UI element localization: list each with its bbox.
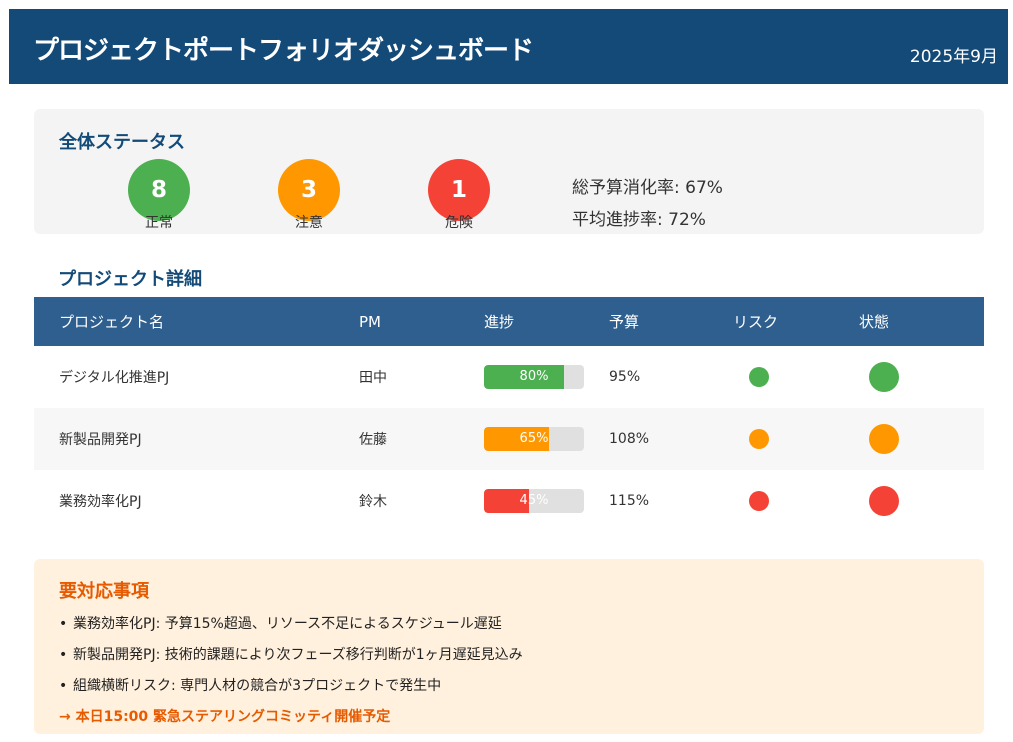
project-pm: 鈴木 [359, 494, 387, 510]
status-normal-label: 正常 [145, 215, 173, 231]
action-item-text: 新製品開発PJ: 技術的課題により次フェーズ移行判断が1ヶ月遅延見込み [73, 647, 523, 663]
action-item: • 新製品開発PJ: 技術的課題により次フェーズ移行判断が1ヶ月遅延見込み [59, 644, 523, 664]
bullet-icon: • [59, 616, 68, 632]
page-title: プロジェクトポートフォリオダッシュボード [33, 36, 534, 66]
progress-percent: 65% [519, 431, 549, 446]
status-indicator-dot [869, 424, 899, 454]
progress-percent: 45% [519, 493, 549, 508]
action-item: • 組織横断リスク: 専門人材の競合が3プロジェクトで発生中 [59, 675, 441, 695]
budget-percent: 115% [609, 493, 650, 509]
risk-indicator-dot [749, 429, 769, 449]
progress-cell: 45% [484, 470, 584, 532]
average-progress-rate: 平均進捗率: 72% [572, 210, 706, 230]
status-normal-count: 8 [128, 159, 190, 221]
project-pm: 田中 [359, 370, 387, 386]
progress-cell: 80% [484, 346, 584, 408]
steering-committee-notice: → 本日15:00 緊急ステアリングコミッティ開催予定 [59, 709, 391, 725]
column-header-progress: 進捗 [484, 313, 515, 331]
project-details-title: プロジェクト詳細 [58, 269, 202, 290]
table-header: プロジェクト名 PM 進捗 予算 リスク 状態 [34, 297, 984, 346]
action-item: • 業務効率化PJ: 予算15%超過、リソース不足によるスケジュール遅延 [59, 613, 502, 633]
project-pm: 佐藤 [359, 432, 387, 448]
progress-bar-fill [484, 365, 564, 389]
progress-bar-fill [484, 427, 549, 451]
column-header-status: 状態 [859, 313, 890, 331]
column-header-risk: リスク [733, 313, 779, 331]
status-indicator-dot [869, 486, 899, 516]
bullet-icon: • [59, 647, 68, 663]
progress-bar-fill [484, 489, 529, 513]
project-table: プロジェクト名 PM 進捗 予算 リスク 状態 デジタル化推進PJ 田中 80%… [34, 297, 984, 532]
table-row: デジタル化推進PJ 田中 80% 95% [34, 346, 984, 408]
status-warning: 3 注意 [277, 159, 341, 232]
column-header-name: プロジェクト名 [59, 313, 165, 331]
progress-bar: 65% [484, 427, 584, 451]
action-item-text: 業務効率化PJ: 予算15%超過、リソース不足によるスケジュール遅延 [73, 616, 502, 632]
risk-indicator-dot [749, 491, 769, 511]
table-row: 新製品開発PJ 佐藤 65% 108% [34, 408, 984, 470]
status-danger: 1 危険 [427, 159, 491, 232]
dashboard-header: プロジェクトポートフォリオダッシュボード 2025年9月 [9, 9, 1008, 84]
report-date: 2025年9月 [909, 47, 998, 67]
column-header-pm: PM [359, 312, 381, 331]
budget-consumption-rate: 総予算消化率: 67% [572, 178, 723, 198]
status-danger-label: 危険 [445, 215, 473, 231]
bullet-icon: • [59, 678, 68, 694]
overall-status-panel: 全体ステータス 8 正常 3 注意 1 危険 総予算消化率: 67% 平均進捗率… [34, 109, 984, 234]
risk-indicator-dot [749, 367, 769, 387]
status-warning-label: 注意 [295, 215, 323, 231]
status-indicator-dot [869, 362, 899, 392]
action-items-title: 要対応事項 [59, 581, 149, 602]
action-items-panel: 要対応事項 • 業務効率化PJ: 予算15%超過、リソース不足によるスケジュール遅… [34, 559, 984, 734]
project-name: 新製品開発PJ [59, 432, 142, 448]
status-normal: 8 正常 [127, 159, 191, 232]
progress-bar: 80% [484, 365, 584, 389]
project-name: 業務効率化PJ [59, 494, 142, 510]
status-warning-count: 3 [278, 159, 340, 221]
budget-percent: 95% [609, 369, 641, 385]
project-name: デジタル化推進PJ [59, 370, 170, 386]
budget-percent: 108% [609, 431, 650, 447]
action-item-text: 組織横断リスク: 専門人材の競合が3プロジェクトで発生中 [73, 678, 442, 694]
table-row: 業務効率化PJ 鈴木 45% 115% [34, 470, 984, 532]
status-danger-count: 1 [428, 159, 490, 221]
overall-status-title: 全体ステータス [59, 132, 185, 153]
column-header-budget: 予算 [609, 313, 640, 331]
progress-percent: 80% [519, 369, 549, 384]
progress-cell: 65% [484, 408, 584, 470]
progress-bar: 45% [484, 489, 584, 513]
